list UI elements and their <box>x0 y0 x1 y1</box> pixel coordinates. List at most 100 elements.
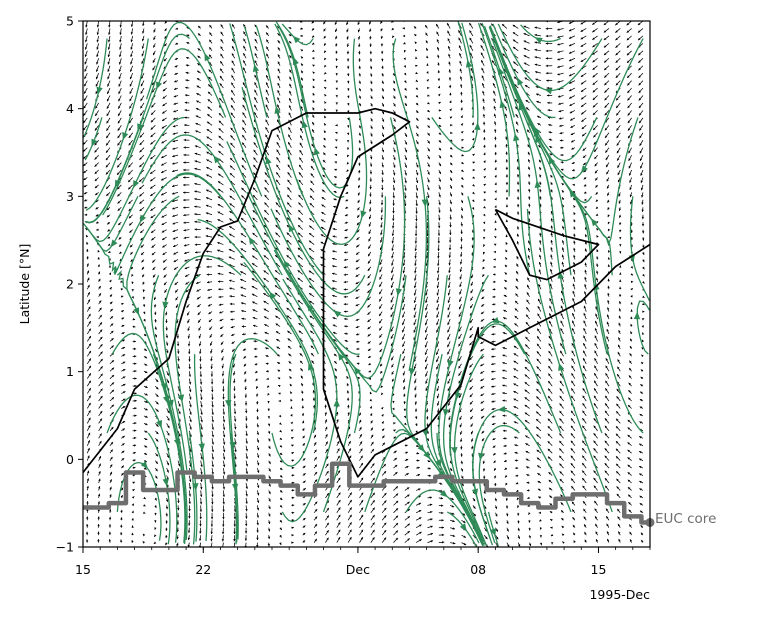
quiver-arrowhead <box>164 290 167 293</box>
quiver-arrowhead <box>139 135 143 138</box>
quiver-arrowhead <box>128 172 131 175</box>
quiver-arrowhead <box>195 115 199 118</box>
quiver-arrowhead <box>139 164 142 168</box>
quiver-arrowhead <box>426 63 429 66</box>
quiver-arrowhead <box>141 38 145 42</box>
quiver-arrowhead <box>153 541 157 544</box>
quiver-arrowhead <box>129 230 132 233</box>
quiver-arrowhead <box>175 27 178 30</box>
quiver-arrowhead <box>427 195 430 199</box>
quiver-arrowhead <box>229 302 233 306</box>
quiver-arrowhead <box>253 134 257 138</box>
quiver-arrowhead <box>245 456 249 459</box>
quiver-arrowhead <box>84 54 87 57</box>
quiver-arrowhead <box>188 374 192 377</box>
quiver-arrowhead <box>87 432 91 436</box>
quiver-arrowhead <box>230 127 233 131</box>
quiver-arrowhead <box>415 64 418 68</box>
quiver-arrowhead <box>161 126 165 129</box>
quiver-arrowhead <box>218 173 221 176</box>
quiver-arrowhead <box>256 500 260 503</box>
quiver-arrowhead <box>133 436 137 440</box>
quiver-arrowhead <box>414 233 418 237</box>
quiver-arrowhead <box>107 62 110 65</box>
quiver-arrowhead <box>196 93 199 96</box>
quiver-arrowhead <box>86 235 89 238</box>
quiver-arrowhead <box>110 323 114 326</box>
quiver-arrowhead <box>211 494 214 497</box>
quiver-arrowhead <box>436 16 438 19</box>
quiver-arrowhead <box>245 410 248 414</box>
quiver-arrowhead <box>172 229 176 232</box>
quiver-arrowhead <box>128 128 132 131</box>
quiver-arrowhead <box>167 440 170 443</box>
quiver-arrowhead <box>211 509 214 512</box>
quiver-arrowhead <box>358 140 361 144</box>
quiver-arrowhead <box>122 346 126 350</box>
quiver-arrowhead <box>257 485 260 488</box>
quiver-arrowhead <box>209 24 212 28</box>
quiver-arrowhead <box>153 297 157 301</box>
quiver-arrowhead <box>243 363 247 367</box>
quiver-arrowhead <box>150 193 153 196</box>
quiver-arrowhead <box>184 266 188 270</box>
quiver-arrowhead <box>99 433 102 436</box>
quiver-arrowhead <box>188 516 191 519</box>
quiver-arrowhead <box>108 509 112 512</box>
quiver-arrow <box>234 21 235 22</box>
quiver-arrowhead <box>145 408 148 411</box>
quiver-arrowhead <box>96 54 99 58</box>
quiver-arrowhead <box>142 274 145 278</box>
quiver-arrowhead <box>233 419 237 422</box>
quiver-arrowhead <box>134 422 137 425</box>
quiver-arrowhead <box>415 218 418 222</box>
quiver-arrowhead <box>87 277 90 281</box>
quiver-arrowhead <box>222 397 225 400</box>
quiver-arrowhead <box>256 522 259 526</box>
quiver-arrowhead <box>161 215 164 218</box>
quiver-arrowhead <box>145 385 148 388</box>
quiver-arrowhead <box>134 377 137 380</box>
quiver-arrowhead <box>332 250 335 253</box>
quiver-arrowhead <box>257 470 260 473</box>
quiver-arrowhead <box>122 443 125 446</box>
quiver-arrowhead <box>221 358 224 361</box>
quiver-arrowhead <box>472 183 475 187</box>
quiver-arrowhead <box>414 278 417 281</box>
quiver-arrowhead <box>312 78 315 82</box>
quiver-arrowhead <box>426 417 429 420</box>
quiver-arrowhead <box>205 227 209 230</box>
quiver-arrowhead <box>105 164 109 168</box>
quiver-arrowhead <box>448 77 452 80</box>
quiver-arrowhead <box>153 305 157 308</box>
quiver-arrowhead <box>145 430 148 433</box>
quiver-arrowhead <box>335 80 338 83</box>
quiver-arrowhead <box>459 76 463 79</box>
quiver-arrowhead <box>335 87 338 91</box>
quiver-arrowhead <box>415 211 418 214</box>
quiver-arrowhead <box>107 91 110 94</box>
quiver-arrowhead <box>83 105 86 109</box>
quiver-arrowhead <box>437 241 440 244</box>
quiver-arrowhead <box>199 524 202 527</box>
quiver-arrowhead <box>107 84 110 87</box>
quiver-arrowhead <box>380 232 383 236</box>
quiver-arrowhead <box>461 169 464 172</box>
quiver-arrowhead <box>129 223 132 226</box>
quiver-arrowhead <box>245 516 248 519</box>
quiver-arrowhead <box>242 348 246 351</box>
quiver-arrowhead <box>356 355 359 358</box>
quiver-arrowhead <box>110 456 113 460</box>
quiver-arrowhead <box>151 112 154 115</box>
quiver-arrowhead <box>205 242 209 246</box>
quiver-arrowhead <box>291 541 294 544</box>
quiver-arrowhead <box>183 236 187 239</box>
quiver-arrowhead <box>220 61 223 64</box>
quiver-arrowhead <box>218 135 222 139</box>
quiver-arrowhead <box>460 131 464 134</box>
quiver-arrowhead <box>188 508 191 512</box>
quiver-arrowhead <box>253 347 257 351</box>
quiver-arrowhead <box>369 52 373 55</box>
quiver-arrowhead <box>381 187 384 191</box>
